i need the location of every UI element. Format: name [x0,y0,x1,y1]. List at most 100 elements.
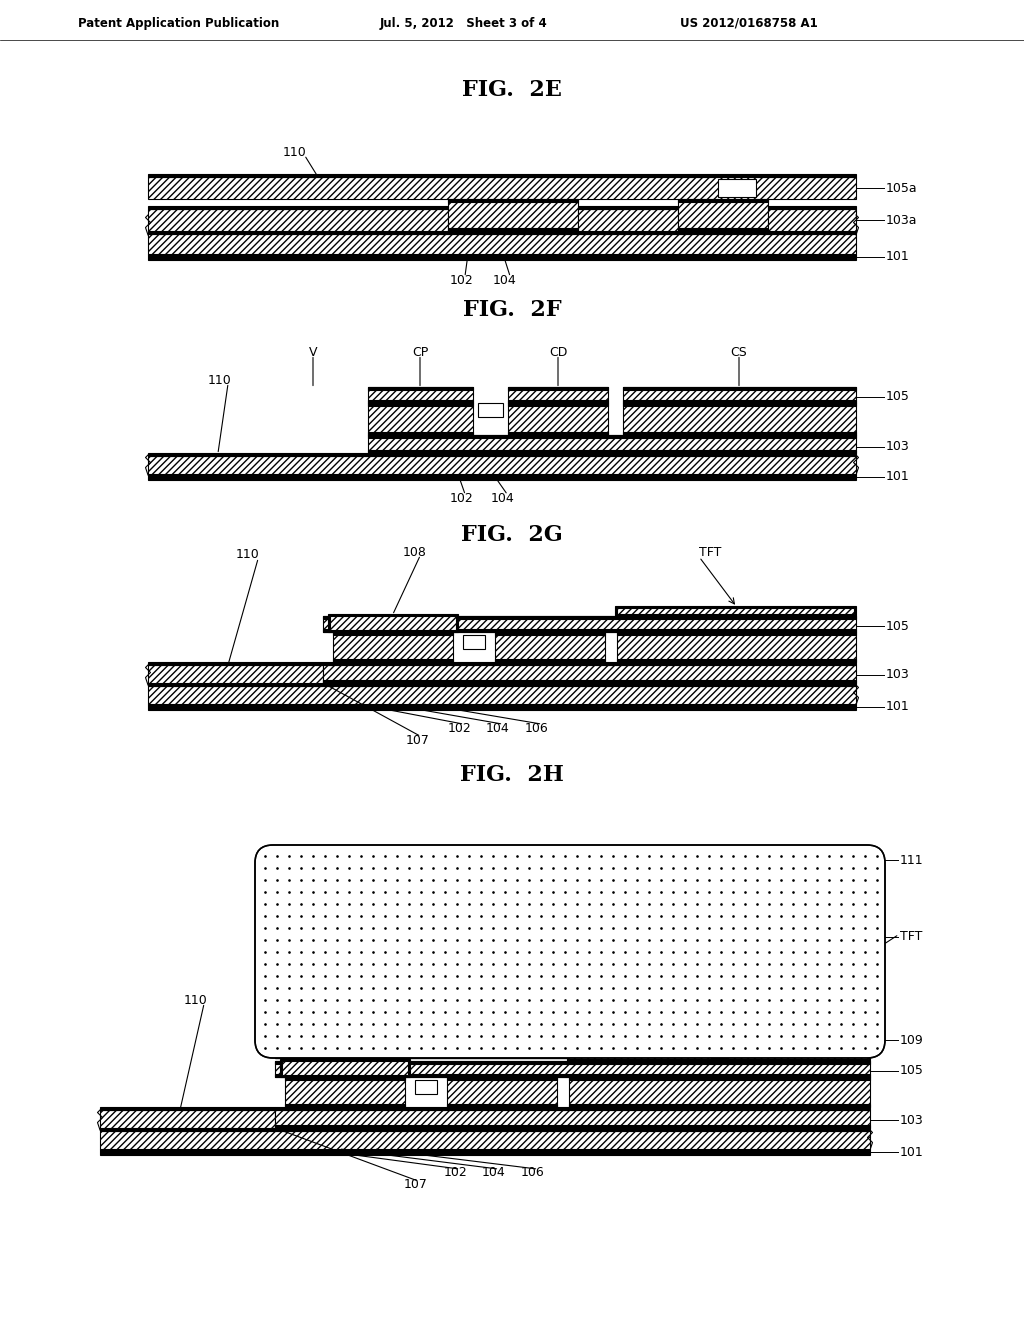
Bar [569,1104,870,1107]
Text: 102: 102 [451,273,474,286]
Text: 102: 102 [449,722,472,734]
Text: 109: 109 [900,1034,924,1047]
Bar [617,632,856,663]
Text: 102: 102 [444,1167,468,1180]
Text: 101: 101 [886,701,909,714]
Text: FIG.  2E: FIG. 2E [462,79,562,102]
Text: 106: 106 [525,722,549,734]
Bar [275,1061,870,1077]
Bar [718,180,756,197]
Bar [323,616,856,619]
Bar [711,1055,727,1061]
Bar [768,209,856,231]
Text: 103a: 103a [886,214,918,227]
Bar [275,1125,870,1129]
Bar [368,403,473,436]
Bar [148,206,449,209]
Bar [368,403,473,407]
Text: Patent Application Publication: Patent Application Publication [78,16,280,29]
Text: 101: 101 [886,470,909,483]
Text: TFT: TFT [698,545,721,558]
Bar [148,474,856,480]
Bar [148,209,449,231]
Bar [328,614,458,632]
Bar [623,387,856,389]
Bar [368,387,473,403]
Bar [148,174,856,177]
Bar [148,686,856,704]
Bar [415,1080,437,1094]
Bar [495,659,605,663]
Bar [100,1131,870,1148]
Bar [623,403,856,407]
Bar [100,1129,870,1131]
Bar [508,403,608,407]
Bar [323,680,856,682]
Bar [623,403,856,436]
Bar [148,253,856,260]
Bar [148,682,856,686]
Text: TFT: TFT [900,931,923,944]
Bar [323,665,856,682]
Text: 104: 104 [492,491,515,504]
Text: 110: 110 [184,994,208,1006]
Text: 105a: 105a [886,181,918,194]
Text: Jul. 5, 2012   Sheet 3 of 4: Jul. 5, 2012 Sheet 3 of 4 [380,16,548,29]
Bar [100,1107,275,1110]
Bar [148,663,323,665]
Bar [333,632,453,635]
Bar [569,1077,870,1080]
Bar [148,453,856,455]
Text: 111: 111 [900,854,924,866]
Bar [678,199,768,231]
Text: 105: 105 [900,1064,924,1077]
Text: 108: 108 [403,545,427,558]
Bar [148,455,856,474]
Bar [148,231,856,234]
Bar [148,665,323,682]
Bar [447,1104,557,1107]
Bar [447,1077,557,1080]
Bar [278,1038,868,1056]
Text: 104: 104 [482,1167,506,1180]
Bar [275,1074,870,1077]
Bar [282,1061,408,1074]
Bar [508,387,608,403]
Text: CP: CP [412,346,428,359]
Text: 108: 108 [336,931,360,944]
Bar [275,1061,870,1064]
Bar [617,659,856,663]
Bar [447,1077,557,1107]
Text: 104: 104 [494,273,517,286]
Bar [678,199,768,202]
Bar [285,1077,406,1080]
Bar [368,450,856,453]
Text: FIG.  2G: FIG. 2G [461,524,563,546]
Bar [569,1077,870,1107]
Bar [508,400,608,403]
Bar [368,400,473,403]
Bar [508,432,608,436]
Text: FIG.  2H: FIG. 2H [460,764,564,785]
Text: 101: 101 [900,1146,924,1159]
Text: 110: 110 [283,145,307,158]
Bar [623,387,856,403]
Bar [280,1059,410,1077]
Text: 102: 102 [451,491,474,504]
Bar [148,234,856,253]
Bar [333,659,453,663]
Text: 101: 101 [886,251,909,264]
Text: 110: 110 [208,374,231,387]
Bar [463,635,485,649]
Text: 103: 103 [886,668,909,681]
Bar [617,609,854,614]
Bar [623,400,856,403]
Bar [148,704,856,710]
Bar [323,630,856,632]
Bar [333,632,453,663]
Text: 105: 105 [886,391,910,404]
Bar [275,1036,870,1059]
Text: CD: CD [549,346,567,359]
Bar [495,632,605,663]
Bar [323,663,856,665]
